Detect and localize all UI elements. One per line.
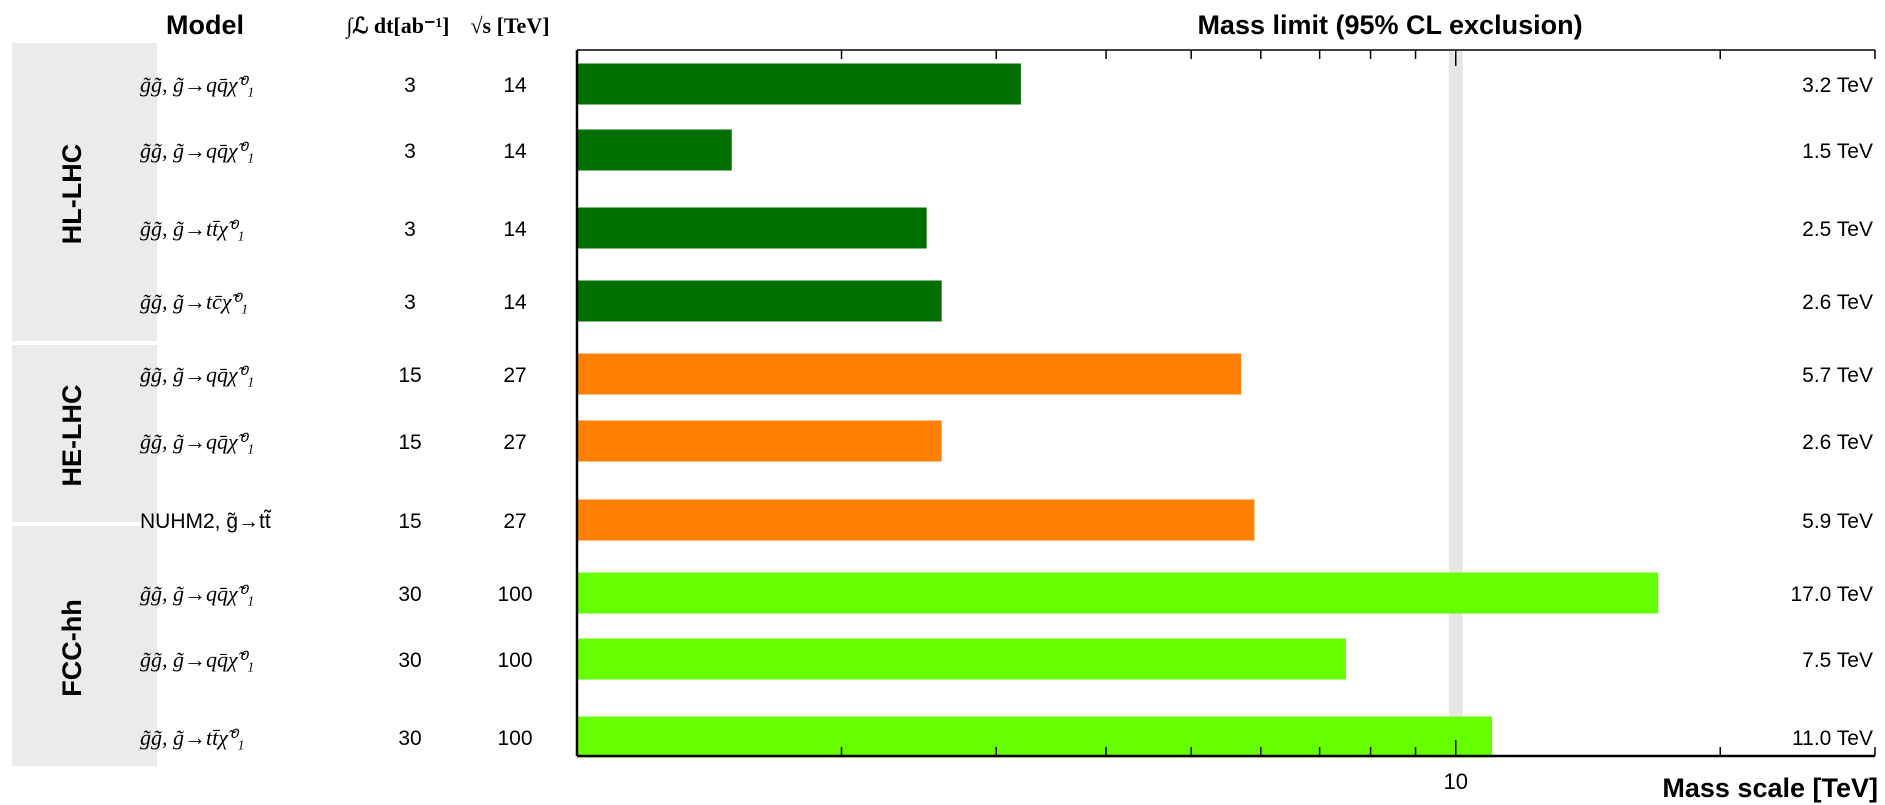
chart-title: Mass limit (95% CL exclusion) (1197, 10, 1582, 40)
bar-7 (577, 499, 1255, 541)
tick-label-10: 10 (1443, 769, 1467, 794)
bar-4 (577, 280, 942, 322)
bar-2 (577, 129, 732, 171)
sqrt-s-value-4: 14 (503, 291, 527, 314)
group-label-hl-lhc: HL-LHC (57, 144, 87, 244)
bar-9 (577, 638, 1346, 680)
model-label-7: NUHM2, g̃→tt̃ (140, 510, 272, 533)
data-label-1: 3.2 TeV (1802, 74, 1873, 97)
data-label-7: 5.9 TeV (1802, 510, 1873, 533)
data-label-4: 2.6 TeV (1802, 291, 1873, 314)
luminosity-value-3: 3 (404, 218, 416, 241)
group-bands: HL-LHC HE-LHC FCC-hh (12, 43, 157, 766)
data-label-9: 7.5 TeV (1802, 649, 1873, 672)
luminosity-value-1: 3 (404, 74, 416, 97)
row-labels: g̃g̃, g̃→qq̄χ̃⁰₁ 3 14 3.2 TeV g̃g̃, g̃→qq̄χ̃… (140, 72, 1873, 750)
header-sqrt-s: √s [TeV] (470, 13, 549, 38)
model-label-9: g̃g̃, g̃→qq̄χ̃⁰₁ (140, 647, 254, 672)
luminosity-value-4: 3 (404, 291, 416, 314)
group-label-fcc-hh: FCC-hh (57, 599, 87, 696)
group-band-he-lhc (12, 345, 157, 522)
model-label-1: g̃g̃, g̃→qq̄χ̃⁰₁ (140, 72, 254, 97)
sqrt-s-value-6: 27 (503, 431, 526, 454)
data-label-10: 11.0 TeV (1792, 727, 1873, 750)
header-luminosity: ∫ℒ dt[ab⁻¹] (344, 13, 449, 39)
model-label-8: g̃g̃, g̃→qq̄χ̃⁰₁ (140, 581, 254, 606)
axis-frame (575, 49, 1875, 758)
model-label-3: g̃g̃, g̃→tt̄χ̃⁰₁ (140, 216, 244, 241)
bar-8 (577, 572, 1659, 614)
data-label-2: 1.5 TeV (1802, 140, 1873, 163)
sqrt-s-value-8: 100 (497, 583, 532, 606)
model-label-6: g̃g̃, g̃→qq̄χ̃⁰₁ (140, 429, 254, 454)
bar-3 (577, 207, 927, 249)
luminosity-value-7: 15 (398, 510, 421, 533)
data-label-8: 17.0 TeV (1790, 583, 1873, 606)
luminosity-value-9: 30 (398, 649, 421, 672)
sqrt-s-value-7: 27 (503, 510, 526, 533)
reference-band-10tev (1448, 51, 1463, 755)
bar-10 (577, 716, 1493, 758)
sqrt-s-value-9: 100 (497, 649, 532, 672)
group-band-hl-lhc (12, 43, 157, 341)
x-axis-label: Mass scale [TeV] (1662, 773, 1878, 803)
bar-5 (577, 353, 1242, 395)
group-label-he-lhc: HE-LHC (57, 385, 87, 487)
bar-1 (577, 63, 1021, 105)
reference-band (1448, 51, 1463, 755)
sqrt-s-value-10: 100 (497, 727, 532, 750)
bar-6 (577, 420, 942, 462)
axis-ticks: 10 (840, 50, 1876, 794)
model-label-10: g̃g̃, g̃→tt̄χ̃⁰₁ (140, 725, 244, 750)
luminosity-value-6: 15 (398, 431, 421, 454)
data-label-6: 2.6 TeV (1802, 431, 1873, 454)
luminosity-value-8: 30 (398, 583, 421, 606)
data-label-3: 2.5 TeV (1802, 218, 1873, 241)
sqrt-s-value-2: 14 (503, 140, 527, 163)
sqrt-s-value-5: 27 (503, 364, 526, 387)
sqrt-s-value-3: 14 (503, 218, 527, 241)
luminosity-value-5: 15 (398, 364, 421, 387)
bars (577, 63, 1659, 758)
header-model: Model (166, 10, 244, 40)
model-label-5: g̃g̃, g̃→qq̄χ̃⁰₁ (140, 362, 254, 387)
sqrt-s-value-1: 14 (503, 74, 527, 97)
data-label-5: 5.7 TeV (1802, 364, 1873, 387)
group-band-fcc-hh (12, 526, 157, 766)
model-label-4: g̃g̃, g̃→tc̄χ̃⁰₁ (140, 289, 248, 314)
luminosity-value-10: 30 (398, 727, 421, 750)
luminosity-value-2: 3 (404, 140, 416, 163)
model-label-2: g̃g̃, g̃→qq̄χ̃⁰₁ (140, 138, 254, 163)
